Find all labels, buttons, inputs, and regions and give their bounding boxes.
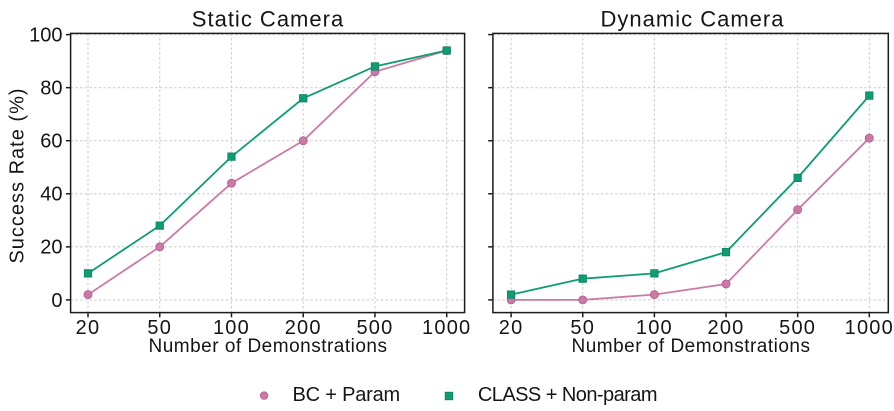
svg-text:100: 100 [213, 317, 250, 339]
svg-text:500: 500 [779, 317, 816, 339]
svg-text:500: 500 [356, 317, 393, 339]
svg-text:0: 0 [51, 290, 62, 312]
svg-text:Number of Demonstrations: Number of Demonstrations [148, 336, 387, 357]
svg-text:Success Rate (%): Success Rate (%) [7, 87, 29, 263]
svg-text:1000: 1000 [845, 317, 894, 339]
svg-text:BC + Param: BC + Param [293, 384, 400, 406]
svg-text:Number of Demonstrations: Number of Demonstrations [571, 336, 810, 357]
svg-text:50: 50 [147, 317, 172, 339]
svg-text:60: 60 [40, 131, 62, 153]
svg-text:1000: 1000 [422, 317, 471, 339]
svg-text:200: 200 [285, 317, 322, 339]
svg-text:CLASS + Non-param: CLASS + Non-param [478, 384, 657, 406]
svg-text:20: 20 [40, 237, 62, 259]
svg-text:80: 80 [40, 78, 62, 100]
svg-text:100: 100 [636, 317, 673, 339]
svg-text:100: 100 [29, 25, 62, 47]
svg-text:Static Camera: Static Camera [192, 7, 344, 32]
svg-text:20: 20 [76, 317, 101, 339]
svg-text:40: 40 [40, 184, 62, 206]
svg-text:20: 20 [499, 317, 524, 339]
svg-text:200: 200 [708, 317, 745, 339]
svg-text:50: 50 [570, 317, 595, 339]
svg-text:Dynamic Camera: Dynamic Camera [601, 7, 785, 32]
